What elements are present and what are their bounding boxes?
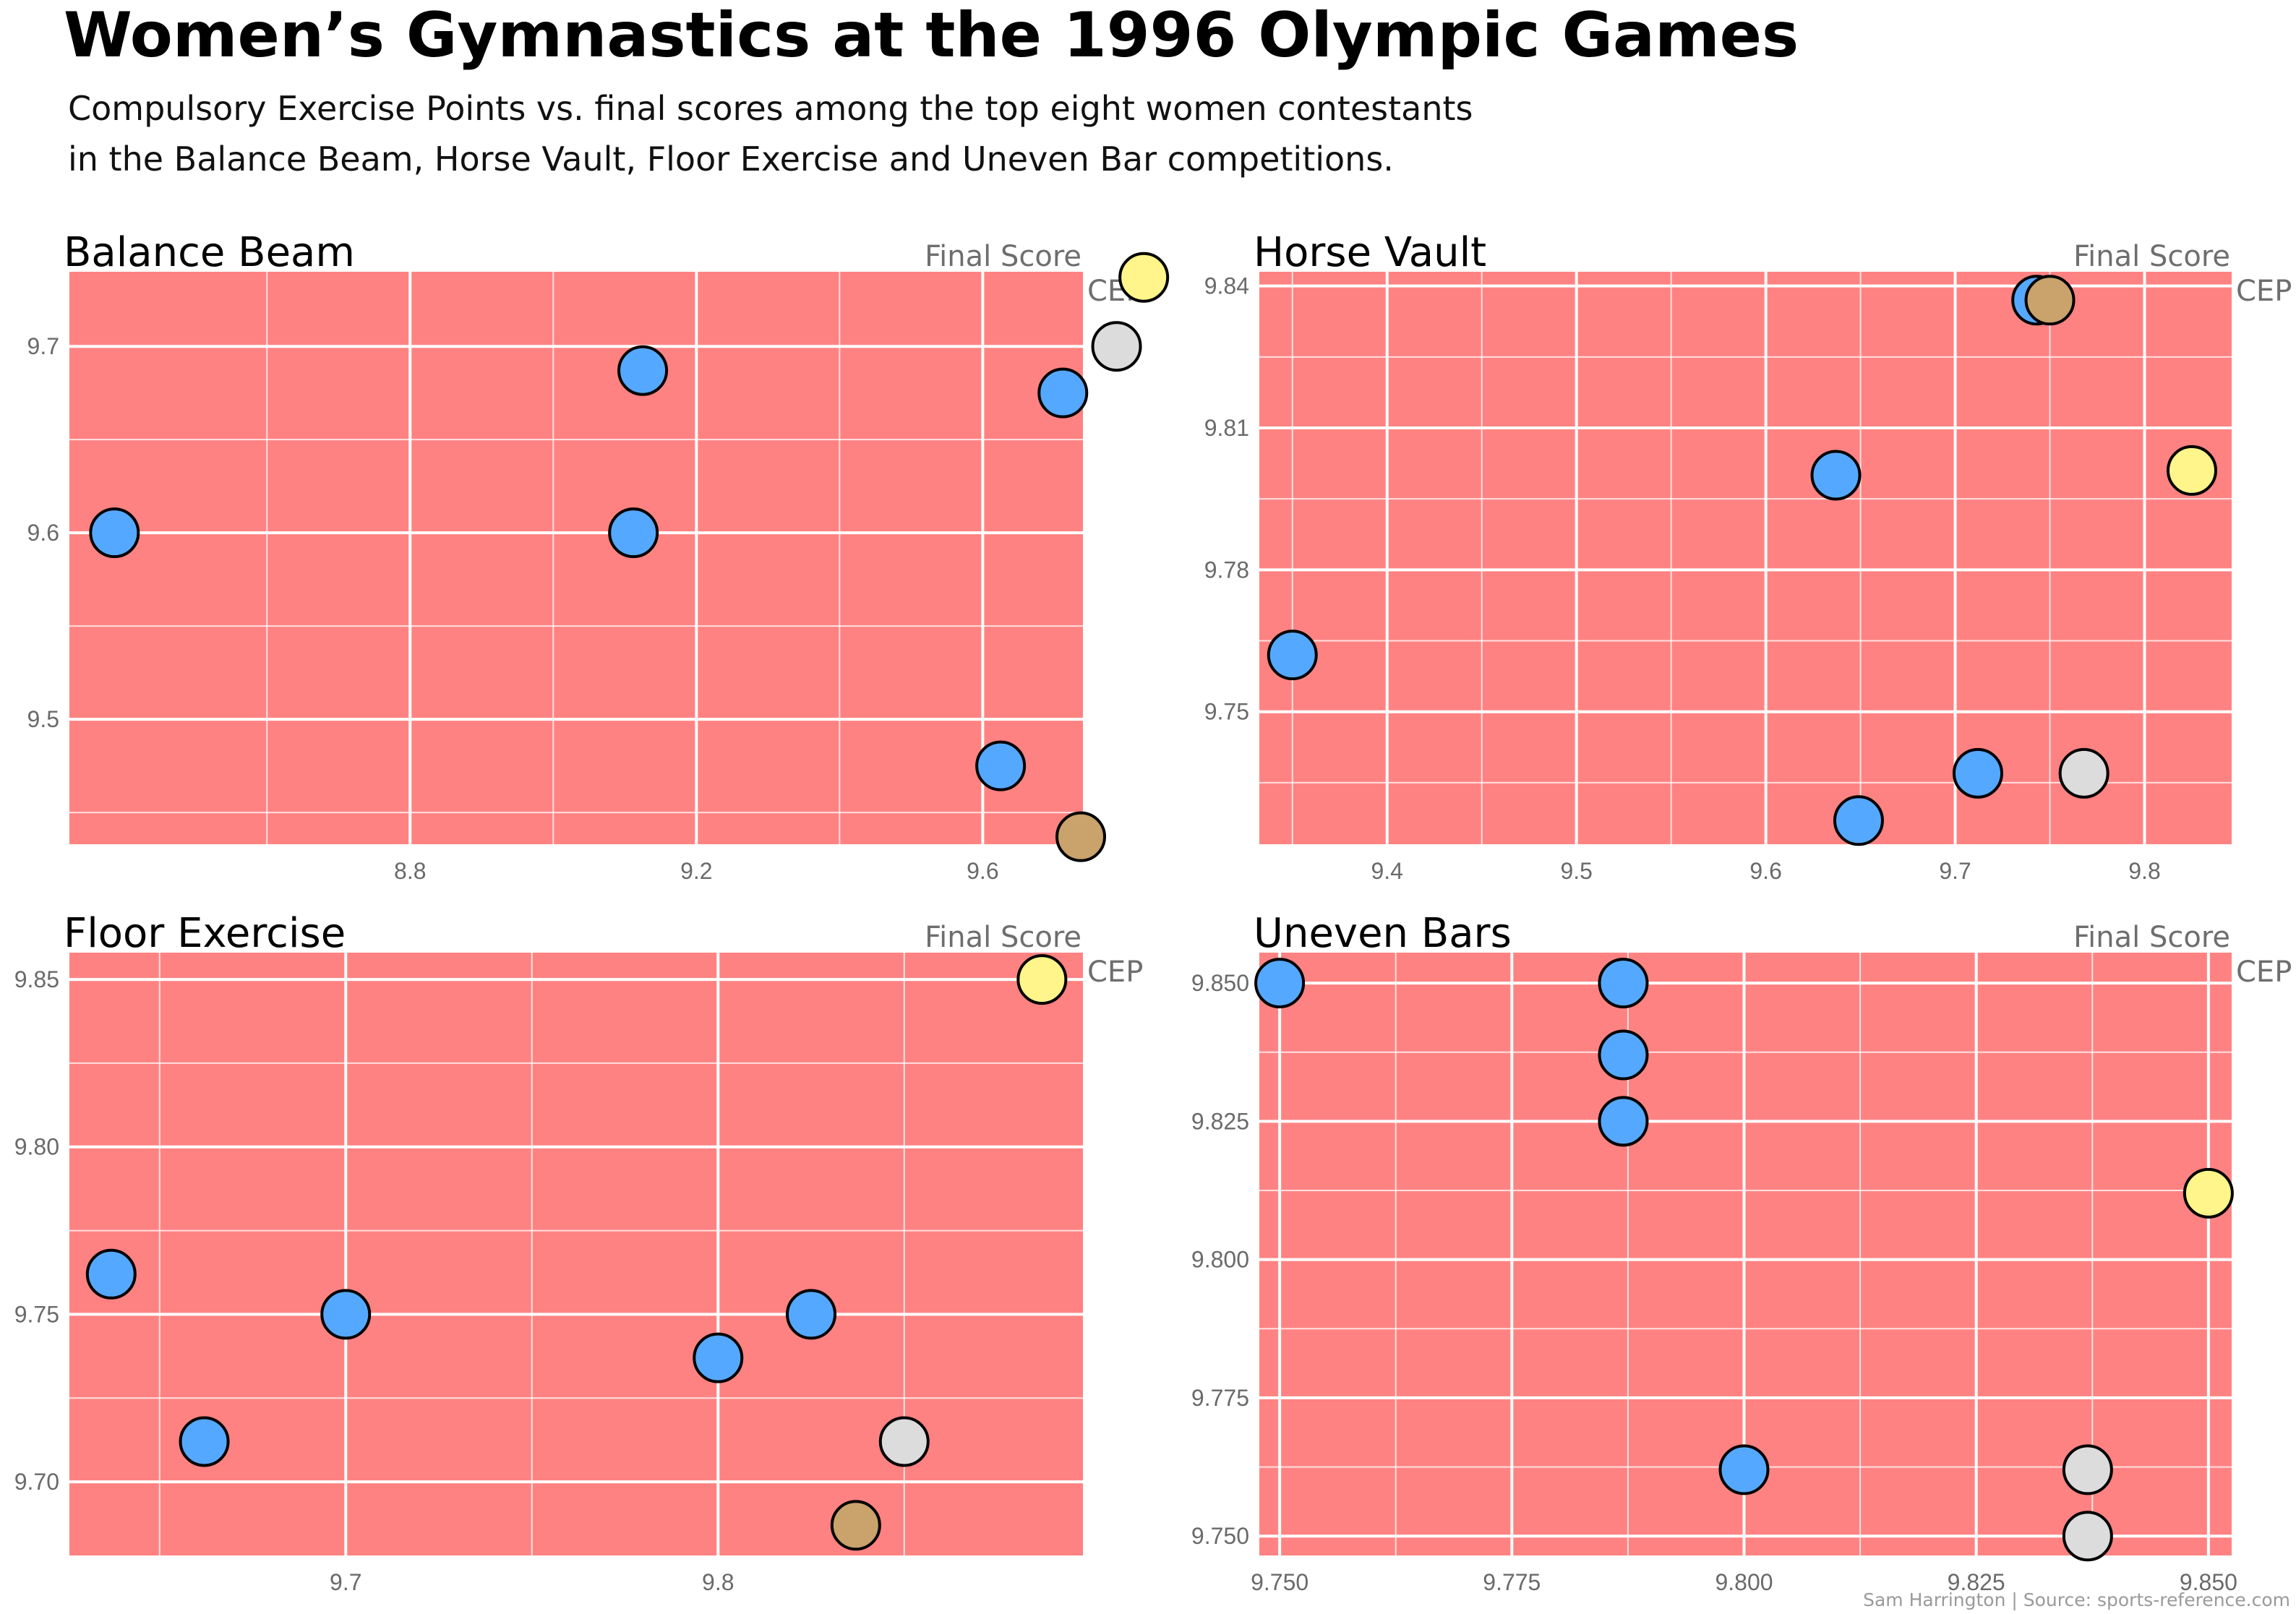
x-tick-label: 9.6 — [967, 858, 998, 884]
data-point — [1718, 1444, 1770, 1495]
data-point-silver — [878, 1416, 930, 1467]
x-axis-title: Final Score — [2073, 240, 2230, 273]
plot-background — [1256, 272, 2232, 844]
x-tick-label: 9.775 — [1483, 1569, 1541, 1595]
y-tick-label: 9.750 — [1191, 1523, 1249, 1549]
x-axis-title: Final Score — [925, 240, 1081, 273]
data-point — [693, 1332, 744, 1383]
panel-uneven-bars: 9.750 9.775 9.800 9.825 9.850 9.750 9.775 9.800… — [1191, 910, 2292, 1595]
y-axis-title: CEP — [2236, 275, 2292, 308]
data-point — [1598, 958, 1649, 1009]
data-point — [1598, 1029, 1649, 1081]
chart-title: Women’s Gymnastics at the 1996 Olympic G… — [64, 0, 1799, 72]
panel-title: Uneven Bars — [1254, 910, 1512, 957]
y-axis-title: CEP — [2236, 956, 2292, 989]
y-tick-label: 9.75 — [14, 1301, 59, 1327]
data-point-gold — [1118, 252, 1170, 303]
data-point — [1952, 747, 2003, 799]
chart-panels: 8.8 9.2 9.6 9.5 9.6 9.7 Balance Beam Final Scor… — [14, 229, 2292, 1595]
data-point — [85, 1248, 137, 1300]
y-tick-label: 9.85 — [14, 966, 59, 992]
x-tick-label: 9.850 — [2180, 1569, 2237, 1595]
x-tick-label: 9.2 — [680, 858, 712, 884]
y-axis-title: CEP — [1087, 956, 1143, 989]
y-tick-label: 9.5 — [27, 706, 59, 732]
x-tick-label: 9.5 — [1560, 858, 1592, 884]
data-point-gold — [2183, 1167, 2234, 1219]
panel-title: Balance Beam — [64, 229, 355, 276]
y-tick-label: 9.70 — [14, 1469, 59, 1495]
plot-background — [67, 953, 1083, 1555]
source-credit: Sam Harrington | Source: sports-referenc… — [1863, 1589, 2290, 1610]
data-point — [1267, 630, 1318, 681]
data-point-silver — [2058, 747, 2109, 799]
plot-background — [67, 272, 1083, 844]
data-point — [617, 345, 669, 396]
data-point-gold — [2166, 445, 2217, 496]
panel-balance-beam: 8.8 9.2 9.6 9.5 9.6 9.7 Balance Beam Final Scor… — [27, 229, 1170, 884]
data-point — [975, 740, 1027, 791]
data-point — [608, 507, 659, 559]
y-tick-label: 9.81 — [1204, 415, 1249, 441]
panel-title: Floor Exercise — [64, 910, 346, 957]
data-point-bronze — [2024, 275, 2076, 326]
y-tick-label: 9.850 — [1191, 970, 1249, 996]
y-tick-label: 9.78 — [1204, 557, 1249, 583]
x-axis-title: Final Score — [2073, 921, 2230, 954]
data-point-silver — [2062, 1511, 2113, 1562]
data-point — [1037, 367, 1089, 418]
x-tick-label: 9.750 — [1251, 1569, 1308, 1595]
chart-subtitle-line-1: Compulsory Exercise Points vs. final sco… — [68, 89, 1473, 128]
data-point-bronze — [830, 1500, 881, 1551]
data-point-gold — [1016, 954, 1068, 1005]
y-tick-label: 9.80 — [14, 1134, 59, 1160]
chart-subtitle-line-2: in the Balance Beam, Horse Vault, Floor … — [68, 139, 1394, 179]
data-point — [786, 1289, 837, 1340]
x-tick-label: 9.7 — [1939, 858, 1971, 884]
y-tick-label: 9.7 — [27, 333, 59, 359]
panel-title: Horse Vault — [1254, 229, 1486, 276]
y-tick-label: 9.825 — [1191, 1108, 1249, 1134]
x-tick-label: 9.800 — [1715, 1569, 1773, 1595]
y-tick-label: 9.6 — [27, 520, 59, 546]
y-tick-label: 9.775 — [1191, 1385, 1249, 1411]
x-tick-label: 9.4 — [1371, 858, 1402, 884]
x-tick-label: 9.6 — [1749, 858, 1781, 884]
data-point-silver — [2062, 1444, 2113, 1495]
x-tick-label: 8.8 — [394, 858, 426, 884]
data-point — [179, 1416, 230, 1467]
data-point — [1810, 450, 1862, 501]
y-tick-label: 9.800 — [1191, 1247, 1249, 1273]
data-point — [320, 1289, 372, 1340]
data-point — [1598, 1096, 1649, 1147]
data-point — [1833, 795, 1884, 846]
y-tick-label: 9.75 — [1204, 699, 1249, 725]
x-tick-label: 9.8 — [2128, 858, 2160, 884]
x-tick-label: 9.825 — [1948, 1569, 2005, 1595]
x-tick-label: 9.7 — [330, 1569, 361, 1595]
data-point-bronze — [1055, 811, 1107, 862]
x-axis-title: Final Score — [925, 921, 1081, 954]
data-point — [1254, 958, 1306, 1009]
data-point-silver — [1091, 321, 1142, 372]
y-tick-label: 9.84 — [1204, 273, 1249, 299]
x-tick-label: 9.8 — [702, 1569, 734, 1595]
data-point — [89, 507, 140, 559]
